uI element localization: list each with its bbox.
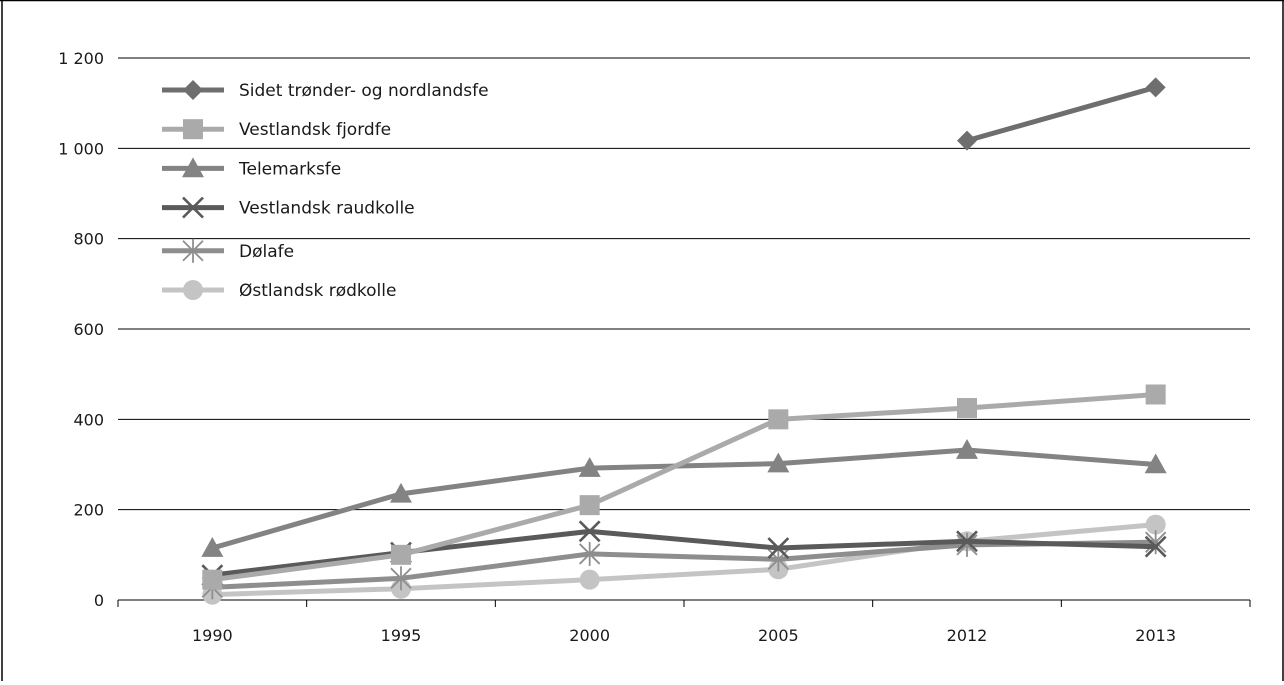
data-point xyxy=(956,439,978,459)
square-marker-shape xyxy=(391,544,411,565)
data-point xyxy=(579,541,601,566)
data-point xyxy=(390,482,412,503)
data-point xyxy=(578,457,601,477)
circle-marker-shape xyxy=(579,569,600,590)
x-marker-stroke xyxy=(767,537,790,559)
x-marker-stroke xyxy=(182,196,204,219)
x-tick-label: 1990 xyxy=(192,626,233,645)
data-point xyxy=(1145,514,1166,535)
legend-label: Sidet trønder- og nordlandsfe xyxy=(239,81,489,101)
series-line xyxy=(209,447,1159,551)
data-point xyxy=(391,544,411,565)
legend: Sidet trønder- og nordlandsfe Vestlandsk … xyxy=(162,80,489,301)
legend-marker xyxy=(182,157,204,178)
diamond-marker-shape xyxy=(183,80,203,100)
data-point xyxy=(1145,77,1166,98)
data-point xyxy=(1144,453,1167,474)
legend-label: Østlandsk rødkolle xyxy=(239,281,396,301)
legend-marker xyxy=(183,80,203,100)
data-point xyxy=(579,569,600,590)
diamond-marker-shape xyxy=(1145,77,1166,98)
x-marker-stroke xyxy=(578,520,601,543)
data-point xyxy=(390,566,412,591)
y-tick-label: 0 xyxy=(94,591,104,610)
triangle-marker-shape xyxy=(956,439,978,459)
legend-entry: Vestlandsk fjordfe xyxy=(162,119,391,140)
triangle-marker-shape xyxy=(201,537,224,557)
data-point xyxy=(578,520,601,543)
x-tick-label: 2000 xyxy=(569,626,610,645)
circle-marker-shape xyxy=(1145,514,1166,535)
square-marker-shape xyxy=(957,398,977,419)
gridlines xyxy=(118,57,1250,511)
square-marker-shape xyxy=(579,495,600,516)
series-line xyxy=(209,539,1159,590)
legend-label: Dølafe xyxy=(239,242,294,262)
series-line xyxy=(964,84,1159,144)
y-tick-label: 600 xyxy=(73,320,104,339)
legend-entry: Sidet trønder- og nordlandsfe xyxy=(162,80,489,101)
series-2 xyxy=(201,439,1167,557)
x-tick-label: 1995 xyxy=(381,626,422,645)
data-point xyxy=(767,452,790,473)
square-marker-shape xyxy=(202,569,223,590)
legend-marker xyxy=(183,119,203,140)
axes: 0 200 400 600 800 1 000 1 200 1990 1995 2000 2005 2… xyxy=(58,49,1251,645)
legend-label: Vestlandsk fjordfe xyxy=(239,120,391,140)
data-point xyxy=(957,130,977,151)
x-marker-stroke xyxy=(956,530,978,553)
y-tick-label: 1 200 xyxy=(58,49,104,68)
data-point xyxy=(767,547,789,572)
legend-entry: Østlandsk rødkolle xyxy=(162,280,396,301)
data-point xyxy=(1145,384,1166,405)
data-point xyxy=(1144,535,1167,558)
legend-marker xyxy=(183,280,203,300)
legend-entry: Dølafe xyxy=(162,238,294,263)
legend-label: Vestlandsk raudkolle xyxy=(239,199,415,219)
square-marker-shape xyxy=(1145,384,1166,405)
square-marker-shape xyxy=(183,119,203,140)
data-point xyxy=(202,569,223,590)
series-layer xyxy=(201,77,1167,605)
data-point xyxy=(956,530,978,553)
legend-marker xyxy=(182,196,204,219)
triangle-marker-shape xyxy=(182,157,204,178)
triangle-marker-shape xyxy=(767,452,790,473)
x-tick-label: 2013 xyxy=(1135,626,1176,645)
triangle-marker-shape xyxy=(1144,453,1167,474)
diamond-marker-shape xyxy=(957,130,977,151)
series-line xyxy=(209,391,1159,583)
data-point xyxy=(957,398,977,419)
x-tick-label: 2005 xyxy=(758,626,799,645)
series-line xyxy=(209,528,1159,578)
circle-marker-shape xyxy=(183,280,203,300)
triangle-marker-shape xyxy=(390,482,412,503)
triangle-marker-shape xyxy=(578,457,601,477)
series-line xyxy=(209,522,1159,598)
y-tick-label: 1 000 xyxy=(58,139,104,158)
data-point xyxy=(579,495,600,516)
square-marker-shape xyxy=(768,409,789,430)
y-tick-label: 800 xyxy=(73,230,104,249)
series-1 xyxy=(202,384,1166,590)
y-tick-label: 200 xyxy=(73,501,104,520)
x-marker-stroke xyxy=(1144,535,1167,558)
data-point xyxy=(768,409,789,430)
data-point xyxy=(956,532,978,557)
data-point xyxy=(767,537,790,559)
legend-entry: Telemarksfe xyxy=(162,157,341,179)
legend-label: Telemarksfe xyxy=(238,159,341,179)
x-tick-label: 2012 xyxy=(947,626,988,645)
series-0 xyxy=(957,77,1166,151)
y-tick-label: 400 xyxy=(73,410,104,429)
legend-entry: Vestlandsk raudkolle xyxy=(162,196,415,219)
legend-marker xyxy=(182,238,204,263)
data-point xyxy=(201,537,224,557)
